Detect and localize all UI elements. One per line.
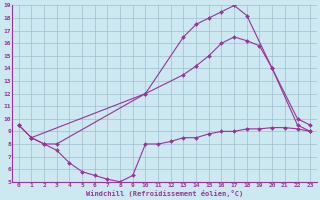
X-axis label: Windchill (Refroidissement éolien,°C): Windchill (Refroidissement éolien,°C) xyxy=(86,190,243,197)
